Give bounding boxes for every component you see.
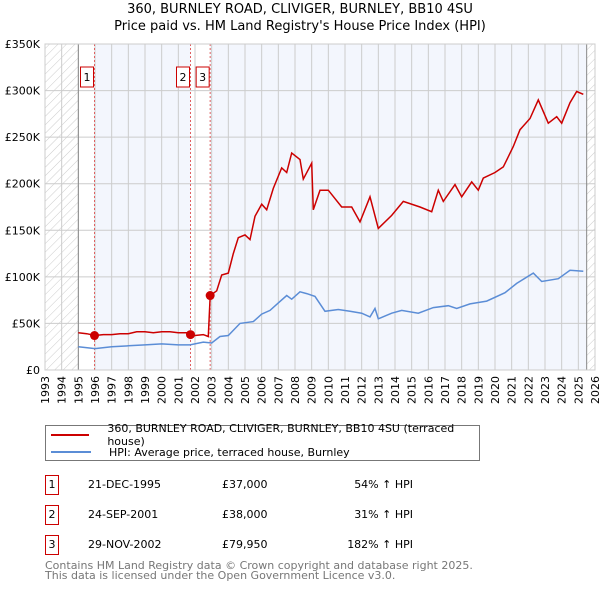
x-tick-label: 2011 bbox=[339, 376, 352, 404]
transaction-hpi: 54% ↑ HPI bbox=[354, 478, 413, 491]
transaction-number: 3 bbox=[45, 535, 59, 555]
legend: 360, BURNLEY ROAD, CLIVIGER, BURNLEY, BB… bbox=[45, 422, 480, 461]
plot-border bbox=[44, 43, 596, 371]
transaction-number: 2 bbox=[45, 505, 59, 525]
hpi-line bbox=[78, 269, 584, 350]
sale-label: 1 bbox=[84, 71, 91, 84]
x-tick-label: 2025 bbox=[572, 376, 585, 404]
x-tick-label: 2024 bbox=[556, 376, 569, 404]
x-tick-label: 2001 bbox=[172, 376, 185, 404]
x-tick-label: 2023 bbox=[539, 376, 552, 404]
sale-label-box bbox=[195, 66, 210, 88]
y-tick-label: £150K bbox=[5, 224, 41, 237]
y-tick-label: £50K bbox=[12, 317, 41, 330]
x-tick-label: 2000 bbox=[156, 376, 169, 404]
x-tick-label: 2026 bbox=[589, 376, 600, 404]
legend-label-hpi: HPI: Average price, terraced house, Burn… bbox=[109, 445, 350, 459]
x-tick-label: 1994 bbox=[56, 376, 69, 404]
sale-point bbox=[205, 291, 215, 301]
legend-swatch-property bbox=[51, 434, 90, 436]
x-tick-label: 2015 bbox=[406, 376, 419, 404]
sale-label-box bbox=[80, 66, 94, 88]
x-tick-label: 2020 bbox=[489, 376, 502, 404]
legend-swatch-hpi bbox=[51, 451, 91, 453]
x-tick-label: 1995 bbox=[72, 376, 85, 404]
x-tick-label: 2021 bbox=[506, 376, 519, 404]
transaction-hpi: 31% ↑ HPI bbox=[354, 508, 413, 521]
y-tick-label: £250K bbox=[5, 131, 41, 144]
chart-subtitle: Price paid vs. HM Land Registry's House … bbox=[114, 19, 486, 34]
x-tick-label: 2013 bbox=[372, 376, 385, 404]
sale-point bbox=[186, 330, 195, 340]
x-tick-label: 2006 bbox=[256, 376, 269, 404]
chart-title: 360, BURNLEY ROAD, CLIVIGER, BURNLEY, BB… bbox=[127, 2, 473, 17]
x-tick-label: 1999 bbox=[139, 376, 152, 404]
sale-label: 2 bbox=[180, 71, 187, 84]
sale-label: 3 bbox=[199, 71, 206, 84]
x-tick-label: 2016 bbox=[422, 376, 435, 404]
x-tick-label: 2018 bbox=[456, 376, 469, 404]
x-tick-label: 2008 bbox=[289, 376, 302, 404]
transaction-price: £79,950 bbox=[222, 538, 268, 551]
property-price-line bbox=[78, 90, 584, 338]
x-tick-label: 2002 bbox=[189, 376, 202, 404]
x-tick-label: 2010 bbox=[322, 376, 335, 404]
price-chart: 1993 1994 1995 1996 1997 1998 1999 2000 2001 2002… bbox=[5, 38, 600, 404]
sale-label-box bbox=[176, 66, 190, 88]
x-tick-label: 2004 bbox=[222, 376, 235, 404]
transaction-date: 21-DEC-1995 bbox=[88, 478, 162, 491]
x-tick-label: 2003 bbox=[206, 376, 219, 404]
sale-point bbox=[90, 331, 99, 341]
transaction-hpi: 182% ↑ HPI bbox=[347, 538, 413, 551]
transaction-row: 2 24-SEP-2001 £38,000 31% ↑ HPI bbox=[45, 505, 445, 525]
x-tick-label: 2009 bbox=[306, 376, 319, 404]
hatched-future bbox=[586, 44, 595, 370]
footer-line-1: Contains HM Land Registry data © Crown c… bbox=[45, 559, 473, 572]
x-tick-label: 1996 bbox=[89, 376, 102, 404]
x-tick-label: 2007 bbox=[272, 376, 285, 404]
transaction-date: 24-SEP-2001 bbox=[88, 508, 159, 521]
transaction-date: 29-NOV-2002 bbox=[88, 538, 162, 551]
x-tick-label: 2005 bbox=[239, 376, 252, 404]
x-tick-label: 1993 bbox=[39, 376, 52, 404]
transaction-number: 1 bbox=[45, 475, 59, 495]
x-tick-label: 1997 bbox=[106, 376, 119, 404]
footer-line-2: This data is licensed under the Open Gov… bbox=[45, 569, 396, 582]
x-tick-label: 1998 bbox=[122, 376, 135, 404]
y-tick-label: £300K bbox=[5, 85, 41, 98]
x-tick-label: 2014 bbox=[389, 376, 402, 404]
transaction-price: £38,000 bbox=[222, 508, 268, 521]
y-tick-label: £350K bbox=[5, 38, 41, 51]
y-tick-label: £200K bbox=[5, 178, 41, 191]
y-tick-label: £100K bbox=[5, 271, 41, 284]
transaction-row: 1 21-DEC-1995 £37,000 54% ↑ HPI bbox=[45, 475, 445, 495]
x-tick-label: 2022 bbox=[522, 376, 535, 404]
shaded-period bbox=[94, 44, 191, 370]
x-tick-label: 2017 bbox=[439, 376, 452, 404]
transaction-row: 3 29-NOV-2002 £79,950 182% ↑ HPI bbox=[45, 535, 445, 555]
y-tick-label: £0 bbox=[26, 364, 40, 377]
transaction-price: £37,000 bbox=[222, 478, 268, 491]
x-tick-label: 2019 bbox=[472, 376, 485, 404]
x-tick-label: 2012 bbox=[356, 376, 369, 404]
legend-label-property: 360, BURNLEY ROAD, CLIVIGER, BURNLEY, BB… bbox=[107, 422, 455, 448]
footer: Contains HM Land Registry data © Crown c… bbox=[45, 559, 473, 582]
